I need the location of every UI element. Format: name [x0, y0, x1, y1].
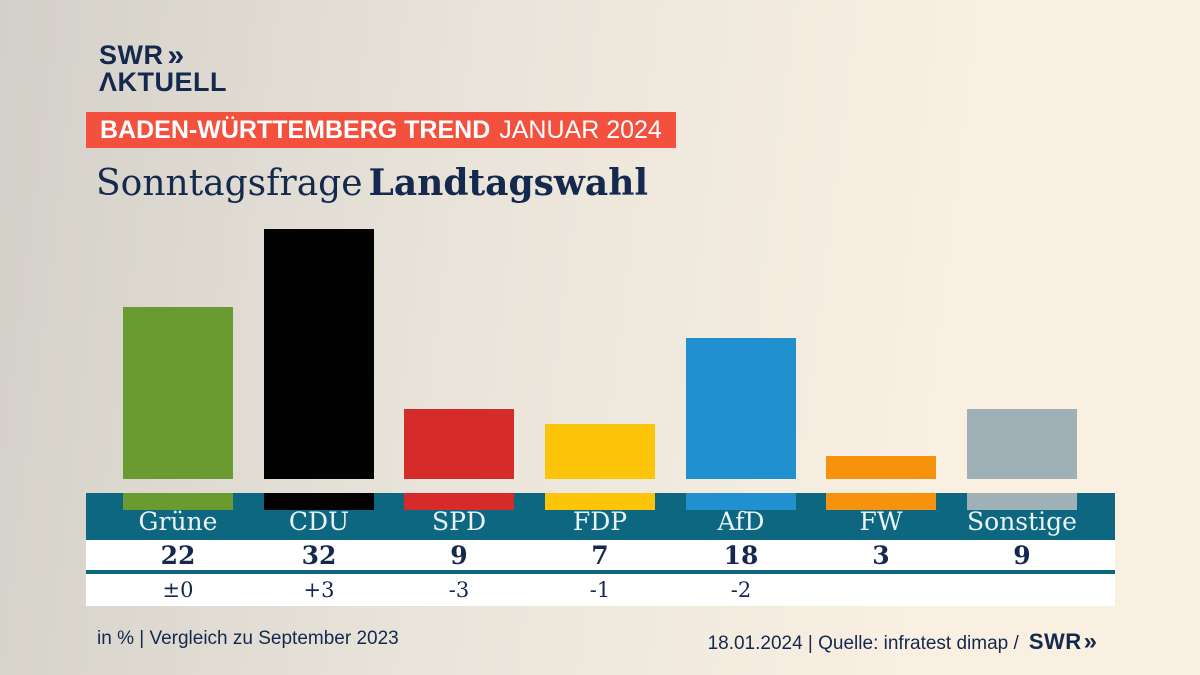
banner: BADEN-WÜRTTEMBERG TREND JANUAR 2024 [86, 112, 676, 148]
title-regular: Sonntagsfrage [96, 163, 363, 204]
title-bold: Landtagswahl [368, 162, 649, 204]
party-label: AfD [717, 507, 765, 536]
values-band [86, 540, 1115, 570]
party-value: 32 [301, 541, 337, 570]
bar [264, 229, 374, 479]
bar [967, 409, 1077, 479]
party-value: 9 [450, 541, 468, 570]
party-change: ±0 [162, 578, 194, 602]
page-title: Sonntagsfrage Landtagswahl [96, 162, 648, 204]
party-change: -3 [448, 578, 470, 602]
bar-stub [967, 493, 1077, 510]
party-label: Grüne [138, 507, 218, 536]
changes-band [86, 574, 1115, 606]
footer-logo-text: SWR [1028, 629, 1082, 654]
banner-bold-text: BADEN-WÜRTTEMBERG TREND [100, 116, 491, 144]
party-value: 9 [1013, 541, 1031, 570]
footnote-left: in % | Vergleich zu September 2023 [97, 628, 399, 649]
party-label: FW [859, 507, 903, 536]
party-label: FDP [572, 507, 628, 536]
party-change: +3 [303, 578, 335, 602]
bar-stub [264, 493, 374, 510]
banner-regular-text: JANUAR 2024 [499, 116, 662, 144]
party-change: -2 [730, 578, 752, 602]
bar [686, 338, 796, 479]
bar-stub [545, 493, 655, 510]
source-text: 18.01.2024 | Quelle: infratest dimap / [707, 633, 1019, 654]
divider-line [86, 570, 1115, 574]
party-label: CDU [288, 507, 350, 536]
bar [123, 307, 233, 479]
logo-text: SWR [99, 40, 164, 70]
double-chevron-icon: » [167, 39, 185, 72]
bar-stub [123, 493, 233, 510]
bar [545, 424, 655, 479]
party-label: Sonstige [967, 507, 1077, 536]
party-value: 7 [591, 541, 609, 570]
party-value: 22 [160, 541, 196, 570]
logo-line-aktuell: ΛKTUELL [99, 67, 227, 97]
party-change: -1 [589, 578, 611, 602]
party-label: SPD [432, 507, 486, 536]
swr-footer-logo: SWR» [1028, 628, 1097, 655]
logo-line-swr: SWR» [99, 39, 227, 72]
double-chevron-icon: » [1083, 628, 1097, 655]
bar [404, 409, 514, 479]
bar-stub [404, 493, 514, 510]
bar [826, 456, 936, 479]
footnote-right: 18.01.2024 | Quelle: infratest dimap / SW… [707, 628, 1098, 656]
party-value: 3 [872, 541, 890, 570]
bar-stub [686, 493, 796, 510]
party-value: 18 [723, 541, 759, 570]
swr-aktuell-logo: SWR» ΛKTUELL [99, 39, 227, 97]
bar-stub [826, 493, 936, 510]
